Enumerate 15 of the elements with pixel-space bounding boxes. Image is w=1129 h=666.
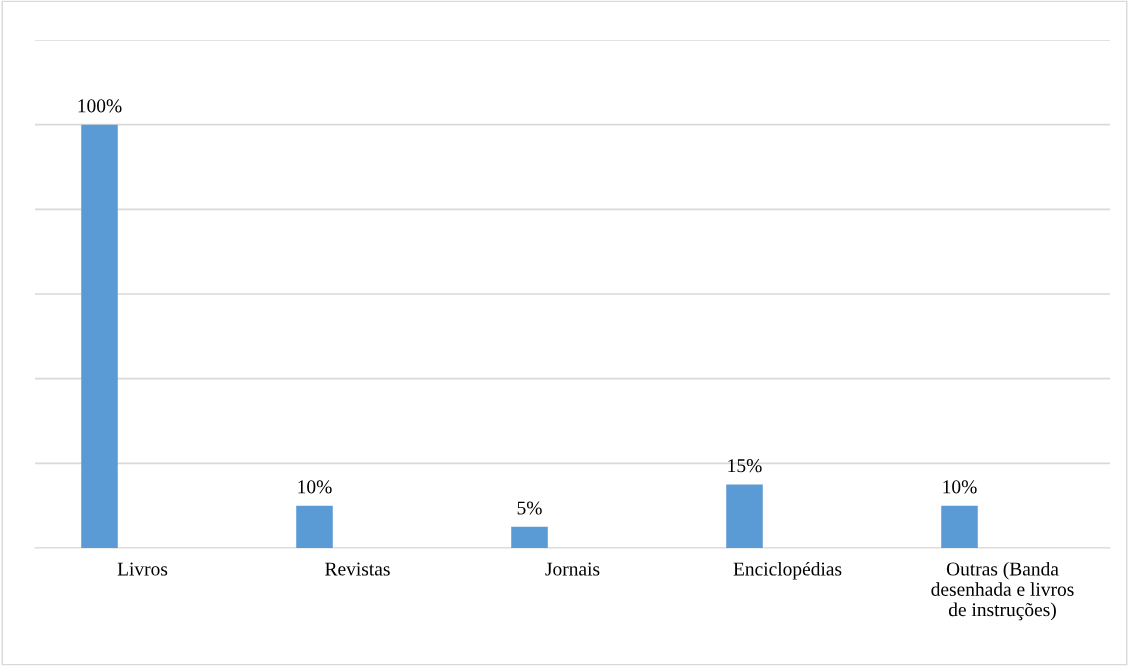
bar <box>726 484 763 548</box>
data-label: 10% <box>298 480 332 494</box>
bar <box>296 505 333 548</box>
x-tick-label: Enciclopédias <box>733 561 842 580</box>
x-tick-label: Livros <box>117 562 168 576</box>
data-label: 5% <box>517 501 542 515</box>
x-tick-label: Revistas <box>325 562 390 576</box>
bar <box>511 526 548 548</box>
data-label: 15% <box>728 459 762 473</box>
x-tick-label: Jornais <box>545 562 600 576</box>
x-tick-label: Outras (Banda desenhada e livros de instruções) <box>931 561 1074 621</box>
bar <box>941 505 978 548</box>
data-label: 100% <box>78 99 122 113</box>
data-label: 10% <box>943 480 977 494</box>
bar <box>81 124 118 548</box>
